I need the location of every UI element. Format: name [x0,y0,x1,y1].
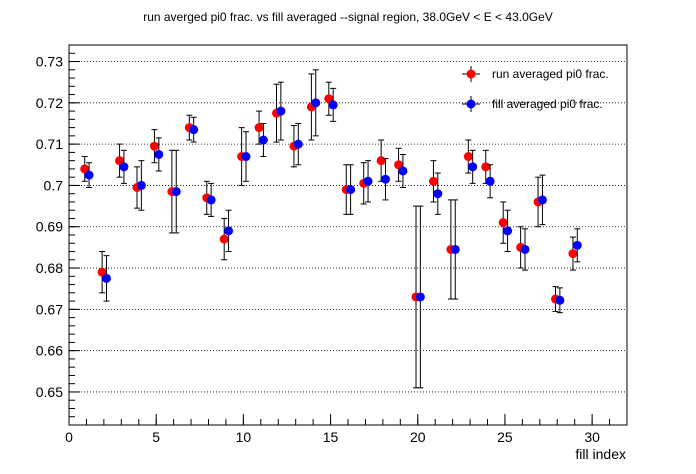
axes: 0.65 0.66 0.67 0.68 0.69 0.7 0.71 0.72 0.73 0 5 10 1… [36,44,628,445]
fill-averaged-point [346,185,356,195]
y-tick-label: 0.7 [44,177,64,193]
fill-averaged-point [363,176,373,186]
x-tick-label: 20 [410,429,426,445]
x-tick-label: 15 [323,429,339,445]
fill-averaged-point [224,226,234,236]
fill-averaged-point [241,152,251,162]
fill-averaged-point [572,240,582,250]
fill-averaged-point [433,189,443,199]
run-averaged-point [428,176,438,186]
legend-marker [466,99,476,109]
fill-averaged-point [84,170,94,180]
run-averaged-point [568,249,578,259]
fill-averaged-point [171,187,181,197]
fill-averaged-point [189,125,199,135]
data-points [80,69,582,389]
x-tick-label: 25 [497,429,513,445]
run-averaged-point [498,218,508,228]
legend-marker [466,69,476,79]
legend-label: fill averaged pi0 frac. [492,97,603,111]
fill-averaged-point [311,98,321,108]
run-averaged-point [219,234,229,244]
fill-averaged-point [154,149,164,159]
run-averaged-point [149,141,159,151]
y-tick-label: 0.65 [36,384,63,400]
fill-averaged-point [101,273,111,283]
legend: run averaged pi0 frac. fill averaged pi0 … [462,66,609,112]
y-tick-label: 0.69 [36,219,63,235]
y-tick-label: 0.73 [36,54,63,70]
chart-title: run averged pi0 frac. vs fill averaged -… [143,10,553,24]
legend-label: run averaged pi0 frac. [492,67,609,81]
y-tick-label: 0.68 [36,260,63,276]
x-tick-label: 30 [584,429,600,445]
run-averaged-point [481,162,491,172]
fill-averaged-point [503,226,513,236]
y-tick-label: 0.71 [36,136,63,152]
fill-averaged-point [415,292,425,302]
x-tick-label: 10 [236,429,252,445]
y-tick-label: 0.66 [36,343,63,359]
y-tick-label: 0.67 [36,301,63,317]
fill-averaged-point [468,162,478,172]
fill-averaged-point [520,244,530,254]
x-axis-label: fill index [575,446,626,462]
fill-averaged-point [485,176,495,186]
fill-averaged-point [398,166,408,176]
fill-averaged-point [293,139,303,149]
fill-averaged-point [555,295,565,305]
fill-averaged-point [380,174,390,184]
fill-averaged-point [537,195,547,205]
y-tick-label: 0.72 [36,95,63,111]
fill-averaged-point [136,180,146,190]
x-tick-label: 0 [65,429,73,445]
fill-averaged-point [119,162,129,172]
run-averaged-point [376,156,386,166]
run-averaged-point [254,123,264,133]
fill-averaged-point [450,244,460,254]
run-averaged-point [463,152,473,162]
fill-averaged-point [276,106,286,116]
fill-averaged-point [328,100,338,110]
fill-averaged-point [206,195,216,205]
fill-averaged-point [258,135,268,145]
x-tick-label: 5 [152,429,160,445]
